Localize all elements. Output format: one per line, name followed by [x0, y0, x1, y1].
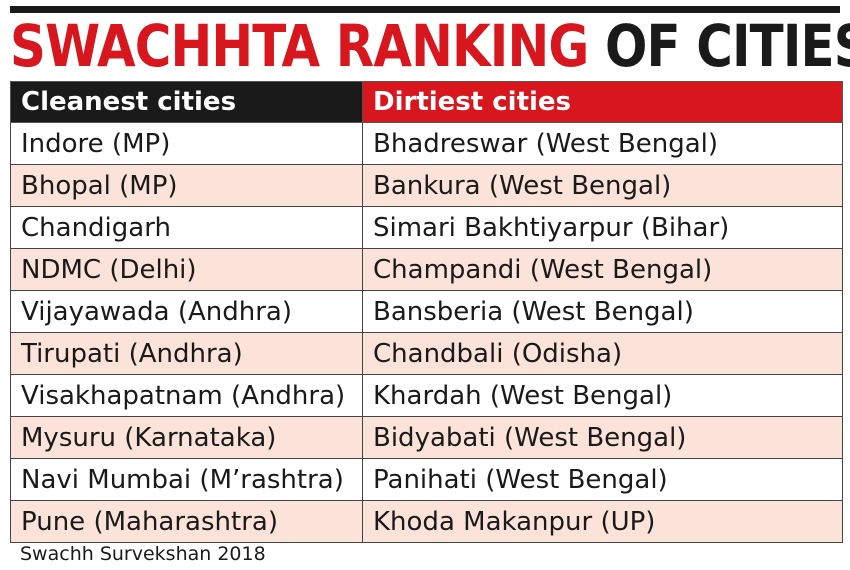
table-row: Chandigarh Simari Bakhtiyarpur (Bihar) — [10, 206, 843, 249]
dirtiest-city-cell: Bankura (West Bengal) — [362, 164, 843, 207]
dirtiest-city-cell: Bansberia (West Bengal) — [362, 290, 843, 333]
header-dirtiest-cities: Dirtiest cities — [362, 81, 843, 123]
dirtiest-city-cell: Bidyabati (West Bengal) — [362, 416, 843, 459]
cleanest-city-cell: Indore (MP) — [10, 122, 363, 165]
cleanest-city-cell: Mysuru (Karnataka) — [10, 416, 363, 459]
table-header-row: Cleanest cities Dirtiest cities — [10, 81, 843, 123]
table-row: Pune (Maharashtra) Khoda Makanpur (UP) — [10, 500, 843, 543]
cleanest-city-cell: NDMC (Delhi) — [10, 248, 363, 291]
cleanest-city-cell: Pune (Maharashtra) — [10, 500, 363, 543]
ranking-table: Cleanest cities Dirtiest cities Indore (… — [10, 81, 843, 543]
source-note: Swachh Survekshan 2018 — [20, 543, 266, 565]
header-cleanest-cities: Cleanest cities — [10, 81, 363, 123]
table-row: Mysuru (Karnataka) Bidyabati (West Benga… — [10, 416, 843, 459]
table-row: Visakhapatnam (Andhra) Khardah (West Ben… — [10, 374, 843, 417]
dirtiest-city-cell: Champandi (West Bengal) — [362, 248, 843, 291]
cleanest-city-cell: Navi Mumbai (M’rashtra) — [10, 458, 363, 501]
cleanest-city-cell: Bhopal (MP) — [10, 164, 363, 207]
cleanest-city-cell: Vijayawada (Andhra) — [10, 290, 363, 333]
table-row: Bhopal (MP) Bankura (West Bengal) — [10, 164, 843, 207]
top-rule — [10, 6, 840, 13]
dirtiest-city-cell: Panihati (West Bengal) — [362, 458, 843, 501]
dirtiest-city-cell: Simari Bakhtiyarpur (Bihar) — [362, 206, 843, 249]
dirtiest-city-cell: Khoda Makanpur (UP) — [362, 500, 843, 543]
dirtiest-city-cell: Bhadreswar (West Bengal) — [362, 122, 843, 165]
page-title: SWACHHTA RANKING OF CITIES — [10, 14, 850, 78]
table-row: NDMC (Delhi) Champandi (West Bengal) — [10, 248, 843, 291]
table-row: Navi Mumbai (M’rashtra) Panihati (West B… — [10, 458, 843, 501]
cleanest-city-cell: Tirupati (Andhra) — [10, 332, 363, 375]
dirtiest-city-cell: Khardah (West Bengal) — [362, 374, 843, 417]
cleanest-city-cell: Chandigarh — [10, 206, 363, 249]
title-red-part: SWACHHTA RANKING — [10, 12, 589, 80]
dirtiest-city-cell: Chandbali (Odisha) — [362, 332, 843, 375]
table-row: Indore (MP) Bhadreswar (West Bengal) — [10, 122, 843, 165]
title-black-part: OF CITIES — [604, 12, 850, 80]
table-row: Tirupati (Andhra) Chandbali (Odisha) — [10, 332, 843, 375]
table-row: Vijayawada (Andhra) Bansberia (West Beng… — [10, 290, 843, 333]
cleanest-city-cell: Visakhapatnam (Andhra) — [10, 374, 363, 417]
